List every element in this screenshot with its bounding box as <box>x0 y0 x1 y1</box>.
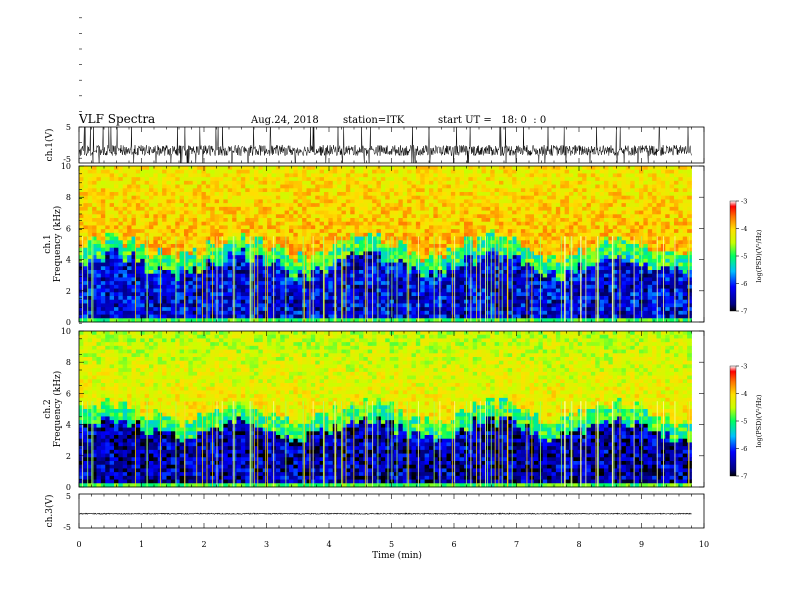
time-tick-label: 2 <box>201 540 206 549</box>
ch3-waveform-trace <box>78 512 692 515</box>
time-tick-label: 7 <box>514 540 519 549</box>
date-label: Aug.24, 2018 <box>250 115 319 126</box>
freq-tick-label: 6 <box>66 224 71 233</box>
time-tick-label: 5 <box>389 540 394 549</box>
ch1-colorbar <box>729 200 737 312</box>
freq-tick-label: 6 <box>66 389 71 398</box>
freq-tick-label: 10 <box>61 162 71 171</box>
freq-tick-label: 2 <box>66 452 71 461</box>
ch1-colorbar-label: log(PSD)(V²/Hz) <box>755 229 763 282</box>
ch1-freq-ticks: 0 2 4 6 8 10 <box>61 17 704 327</box>
ch2-freq-axis-label: Frequency (kHz) <box>52 371 63 448</box>
ch3-waveform-ylabel: ch.3(V) <box>44 495 55 528</box>
freq-tick-label: 4 <box>66 421 71 430</box>
colorbar-tick-label: -4 <box>741 225 747 233</box>
start-time-label: start UT = 18: 0 : 0 <box>438 115 546 126</box>
freq-tick-label: 8 <box>66 193 71 202</box>
freq-tick-label: 4 <box>66 256 71 265</box>
time-axis-ticks: 0 1 2 3 4 5 6 7 8 9 10 <box>76 127 709 549</box>
colorbar-tick-label: -6 <box>741 280 747 288</box>
ch1-freq-axis-label: Frequency (kHz) <box>52 206 63 283</box>
ch2-colorbar <box>729 365 737 477</box>
ch2-spectrogram-image <box>79 331 704 488</box>
colorbar-tick-label: -5 <box>741 418 747 426</box>
ch2-channel-label: ch.2 <box>43 399 53 418</box>
colorbar-tick-label: -3 <box>741 363 747 371</box>
ch1-spectrogram-image <box>79 166 704 323</box>
time-axis-label: Time (min) <box>372 550 422 561</box>
time-tick-label: 9 <box>639 540 644 549</box>
freq-tick-label: 0 <box>66 483 71 492</box>
ch3-ytick-top: 5 <box>66 492 71 501</box>
colorbar-tick-label: -7 <box>741 473 747 481</box>
time-tick-label: 8 <box>576 540 581 549</box>
colorbar-tick-label: -3 <box>741 198 747 206</box>
freq-tick-label: 0 <box>66 318 71 327</box>
ch1-ytick-bottom: -5 <box>63 155 71 164</box>
ch1-channel-label: ch.1 <box>43 234 53 253</box>
figure-title: VLF Spectra <box>78 112 155 126</box>
freq-tick-label: 2 <box>66 287 71 296</box>
freq-tick-label: 8 <box>66 358 71 367</box>
colorbar-tick-label: -6 <box>741 445 747 453</box>
ch2-colorbar-ticks: -3 -4 -5 -6 -7 <box>736 363 747 481</box>
ch2-colorbar-label: log(PSD)(V²/Hz) <box>755 394 763 447</box>
station-label: station=ITK <box>343 115 405 126</box>
time-tick-label: 10 <box>699 540 709 549</box>
colorbar-tick-label: -7 <box>741 308 747 316</box>
colorbar-tick-label: -4 <box>741 390 747 398</box>
ch1-waveform-frame <box>78 126 705 164</box>
time-tick-label: 0 <box>76 540 81 549</box>
freq-tick-label: 10 <box>61 327 71 336</box>
colorbar-tick-label: -5 <box>741 253 747 261</box>
ch3-waveform-panel: 5 -5 ch.3(V) <box>44 492 705 532</box>
ch1-waveform-panel: 5 -5 ch.1(V) <box>44 123 705 164</box>
time-tick-label: 6 <box>451 540 456 549</box>
ch3-waveform-frame <box>78 493 705 529</box>
time-tick-label: 4 <box>326 540 331 549</box>
time-tick-label: 1 <box>139 540 144 549</box>
ch1-waveform-trace <box>78 126 692 164</box>
ch1-colorbar-ticks: -3 -4 -5 -6 -7 <box>736 198 747 316</box>
ch2-freq-ticks: 0 2 4 6 8 10 <box>61 182 704 492</box>
ch1-ytick-top: 5 <box>66 123 71 132</box>
time-tick-label: 3 <box>264 540 269 549</box>
ch1-waveform-ylabel: ch.1(V) <box>44 129 55 162</box>
ch3-ytick-bottom: -5 <box>63 523 71 532</box>
